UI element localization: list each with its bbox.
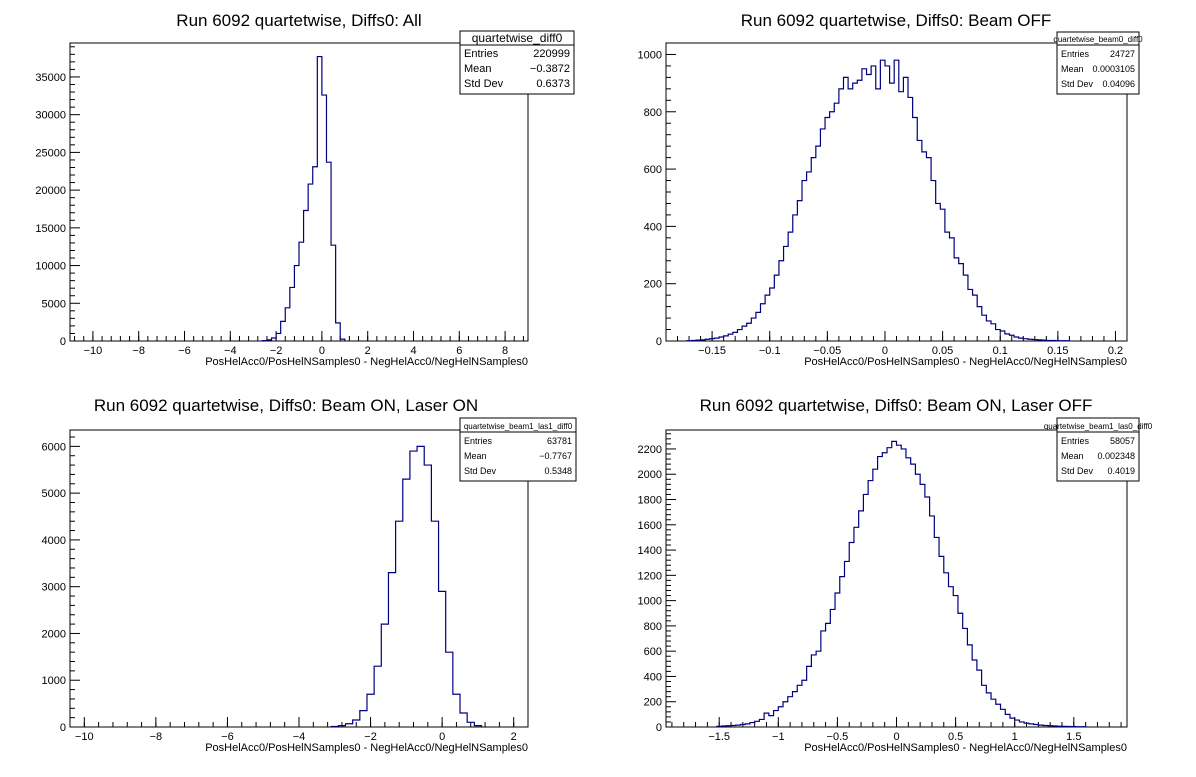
stats-label: Entries [464, 48, 499, 60]
stats-box: quartetwise_beam1_las0_diff0 Entries 58057… [1044, 418, 1153, 481]
y-tick-label: 35000 [35, 72, 66, 84]
histogram-line [262, 57, 344, 341]
stats-box: quartetwise_beam0_diff0 Entries 24727 Mean 0… [1053, 32, 1143, 94]
y-tick-label: 0 [60, 336, 66, 348]
y-tick-label: 1000 [638, 596, 662, 608]
stats-value: 0.002348 [1097, 451, 1135, 461]
y-tick-label: 400 [644, 671, 662, 683]
plot-frame [70, 430, 528, 727]
y-tick-label: 1400 [638, 545, 662, 557]
x-tick-label: −10 [84, 345, 103, 357]
y-tick-label: 1000 [638, 49, 662, 61]
stats-value: 0.5348 [544, 466, 572, 476]
stats-value: 63781 [547, 436, 572, 446]
stats-value: 24727 [1110, 49, 1135, 59]
stats-label: Entries [1061, 436, 1090, 446]
y-tick-label: 20000 [35, 185, 66, 197]
x-tick-label: −6 [178, 345, 191, 357]
histogram-line [331, 446, 481, 727]
y-tick-label: 1800 [638, 495, 662, 507]
y-tick-label: 1000 [42, 675, 66, 687]
chart-title: Run 6092 quartetwise, Diffs0: Beam ON, L… [700, 396, 1093, 415]
stats-value: 220999 [533, 48, 570, 60]
x-tick-label: −1.5 [708, 731, 730, 743]
x-axis-label: PosHelAcc0/PosHelNSamples0 - NegHelAcc0/… [804, 356, 1127, 368]
histogram-line [687, 60, 1070, 341]
y-tick-label: 0 [656, 722, 662, 734]
pad-beam-on-laser-off: Run 6092 quartetwise, Diffs0: Beam ON, L… [638, 396, 1153, 754]
x-tick-label: −8 [132, 345, 145, 357]
chart-title: Run 6092 quartetwise, Diffs0: All [176, 11, 421, 30]
stats-label: Mean [464, 63, 492, 75]
stats-label: Std Dev [1061, 466, 1094, 476]
y-tick-label: 6000 [42, 441, 66, 453]
y-tick-label: 800 [644, 107, 662, 119]
y-tick-label: 3000 [42, 582, 66, 594]
y-tick-label: 30000 [35, 110, 66, 122]
x-tick-label: −0.15 [698, 345, 726, 357]
stats-box: quartetwise_beam1_las1_diff0 Entries 63781… [460, 418, 576, 481]
plot-frame [70, 43, 528, 341]
stats-label: Entries [464, 436, 493, 446]
stats-value: −0.7767 [539, 451, 572, 461]
x-tick-label: −10 [75, 731, 94, 743]
pad-beam-on-laser-on: Run 6092 quartetwise, Diffs0: Beam ON, L… [42, 396, 576, 754]
x-axis-label: PosHelAcc0/PosHelNSamples0 - NegHelAcc0/… [205, 742, 528, 754]
y-tick-label: 600 [644, 646, 662, 658]
stats-value: −0.3872 [530, 63, 570, 75]
y-tick-label: 1200 [638, 570, 662, 582]
stats-box-name: quartetwise_diff0 [472, 31, 563, 45]
stats-value: 0.0003105 [1092, 64, 1135, 74]
stats-value: 0.6373 [536, 78, 570, 90]
stats-label: Std Dev [1061, 79, 1094, 89]
chart-title: Run 6092 quartetwise, Diffs0: Beam ON, L… [94, 396, 478, 415]
stats-box-name: quartetwise_beam0_diff0 [1053, 35, 1143, 44]
stats-label: Mean [464, 451, 487, 461]
y-tick-label: 4000 [42, 535, 66, 547]
y-tick-label: 5000 [42, 298, 66, 310]
y-tick-label: 1600 [638, 520, 662, 532]
y-tick-label: 10000 [35, 261, 66, 273]
x-tick-label: −1 [772, 731, 785, 743]
stats-label: Std Dev [464, 466, 497, 476]
stats-label: Entries [1061, 49, 1090, 59]
x-tick-label: −8 [150, 731, 163, 743]
y-tick-label: 2000 [42, 628, 66, 640]
y-tick-label: 0 [60, 722, 66, 734]
stats-box: quartetwise_diff0 Entries 220999 Mean −0.387… [460, 31, 574, 94]
stats-label: Mean [1061, 64, 1084, 74]
y-tick-label: 800 [644, 621, 662, 633]
stats-value: 0.04096 [1102, 79, 1135, 89]
y-tick-label: 0 [656, 336, 662, 348]
stats-label: Std Dev [464, 78, 504, 90]
x-tick-label: −0.1 [759, 345, 781, 357]
pad-beam-off: Run 6092 quartetwise, Diffs0: Beam OFF 0 2… [638, 11, 1144, 368]
stats-box-name: quartetwise_beam1_las1_diff0 [464, 422, 573, 431]
pad-all: Run 6092 quartetwise, Diffs0: All 0 5000 10… [35, 11, 574, 368]
y-tick-label: 2000 [638, 469, 662, 481]
y-tick-label: 25000 [35, 147, 66, 159]
y-tick-label: 200 [644, 697, 662, 709]
stats-value: 58057 [1110, 436, 1135, 446]
y-tick-label: 15000 [35, 223, 66, 235]
y-tick-label: 600 [644, 164, 662, 176]
stats-value: 0.4019 [1107, 466, 1135, 476]
x-axis-label: PosHelAcc0/PosHelNSamples0 - NegHelAcc0/… [205, 356, 528, 368]
chart-title: Run 6092 quartetwise, Diffs0: Beam OFF [741, 11, 1052, 30]
x-axis-label: PosHelAcc0/PosHelNSamples0 - NegHelAcc0/… [804, 742, 1127, 754]
stats-label: Mean [1061, 451, 1084, 461]
y-tick-label: 400 [644, 221, 662, 233]
histogram-line [717, 441, 1086, 727]
y-tick-label: 2200 [638, 444, 662, 456]
y-tick-label: 5000 [42, 488, 66, 500]
stats-box-name: quartetwise_beam1_las0_diff0 [1044, 422, 1153, 431]
y-tick-label: 200 [644, 279, 662, 291]
